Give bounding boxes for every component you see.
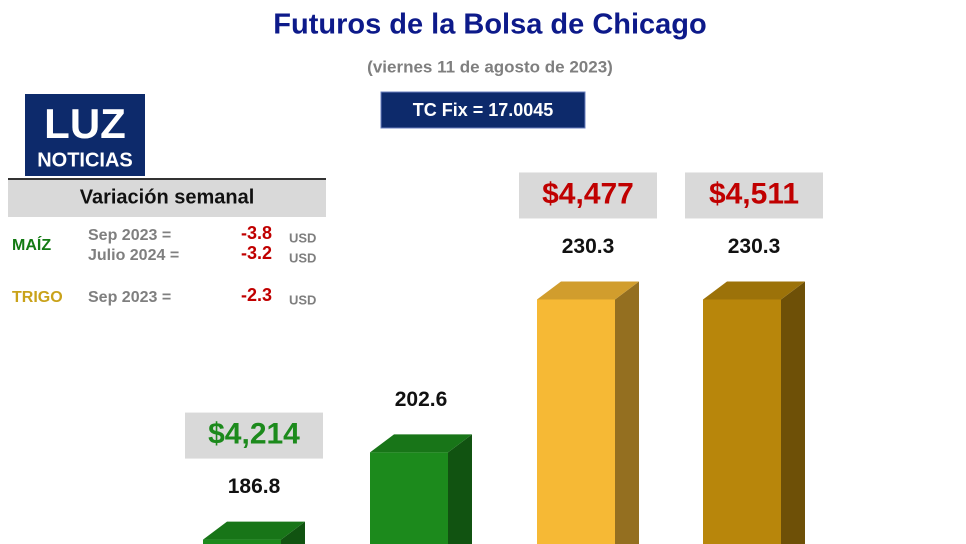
contract-label: Sep 2023 =	[88, 289, 171, 306]
chart-subtitle: (viernes 11 de agosto de 2023)	[367, 57, 613, 76]
bar-side	[615, 281, 639, 544]
crop-label: TRIGO	[12, 289, 63, 306]
bar	[703, 299, 781, 544]
logo-top: LUZ	[44, 100, 126, 147]
price-label: $4,477	[542, 177, 634, 210]
price-box	[519, 172, 657, 219]
bar-top	[537, 281, 639, 300]
price-label: $4,214	[208, 418, 300, 451]
unit-label: USD	[289, 250, 316, 265]
variation-value: -3.2	[241, 243, 272, 263]
exchange-box	[380, 91, 586, 129]
variation-value: -2.3	[241, 285, 272, 305]
exchange-rate: TC Fix = 17.0045	[413, 100, 554, 120]
value-label: 230.3	[562, 235, 615, 258]
bar	[370, 452, 448, 544]
variation-title: Variación semanal	[80, 186, 255, 208]
value-label: 186.8	[228, 475, 281, 498]
bar-side	[448, 434, 472, 544]
bar-side	[781, 281, 805, 544]
value-label: 230.3	[728, 235, 781, 258]
bar	[203, 539, 281, 544]
unit-label: USD	[289, 292, 316, 307]
variation-header	[8, 179, 326, 217]
bar-top	[703, 281, 805, 300]
price-box	[185, 412, 323, 459]
bar-top	[370, 434, 472, 453]
bar-top	[203, 521, 305, 540]
unit-label: USD	[289, 230, 316, 245]
contract-label: Julio 2024 =	[88, 247, 179, 264]
contract-label: Sep 2023 =	[88, 227, 171, 244]
logo	[25, 94, 145, 176]
price-label: $4,511	[709, 177, 799, 210]
crop-label: MAÍZ	[12, 235, 51, 254]
variation-value: -3.8	[241, 223, 272, 243]
bar-side	[281, 521, 305, 544]
chart-title: Futuros de la Bolsa de Chicago	[273, 9, 706, 41]
value-label: 202.6	[395, 388, 448, 411]
bar	[537, 299, 615, 544]
logo-bottom: NOTICIAS	[37, 149, 133, 171]
price-box	[685, 172, 823, 219]
